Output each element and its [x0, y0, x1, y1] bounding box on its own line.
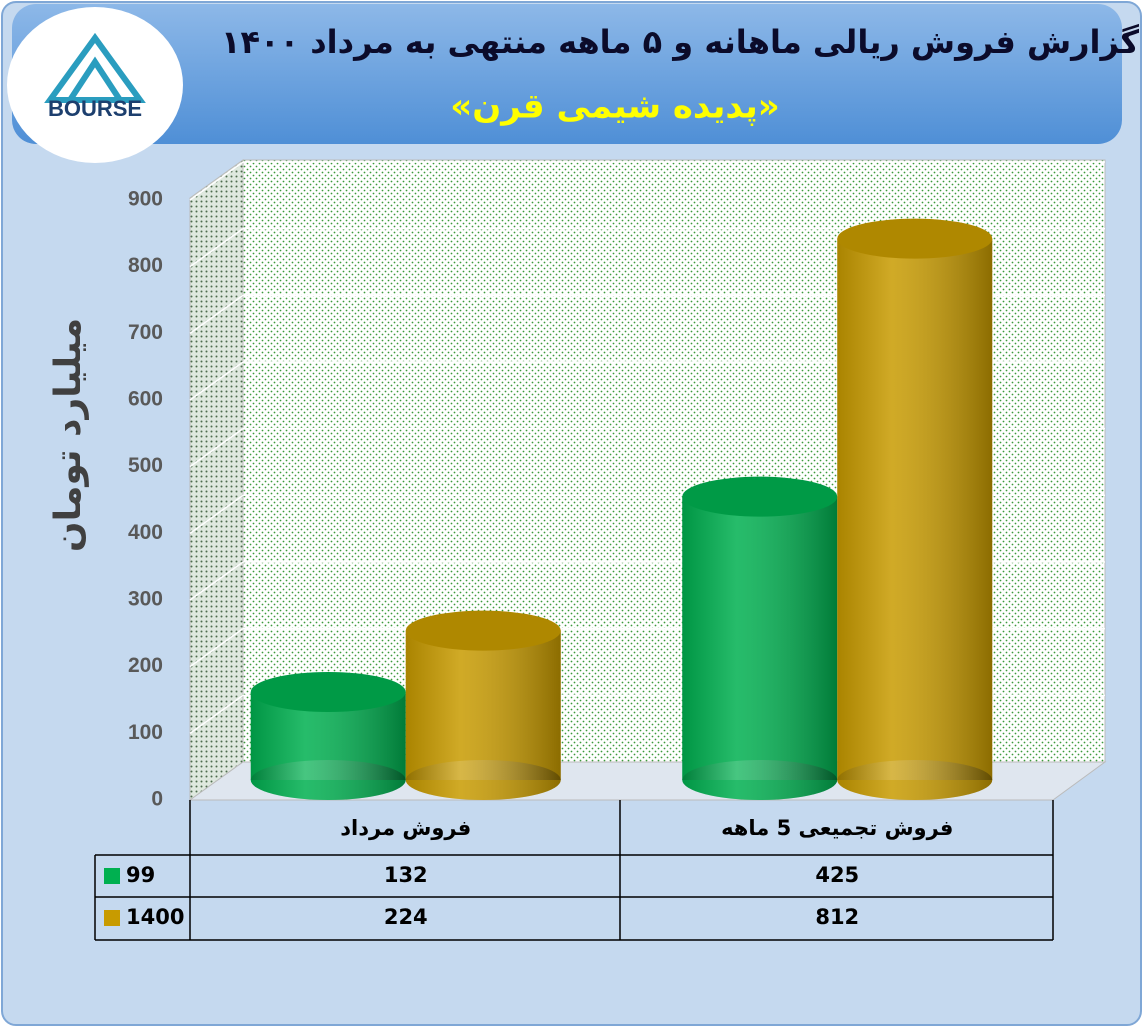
- bar-shade: [837, 238, 993, 780]
- legend-label: 99: [126, 863, 155, 887]
- bar-shade: [682, 476, 838, 517]
- grid-line: [189, 228, 244, 268]
- y-tick-label: 800: [128, 254, 163, 277]
- bar-shade: [250, 760, 406, 800]
- grid-line: [189, 494, 244, 534]
- bar-shade: [250, 672, 406, 712]
- x-tick-label: فروش مرداد: [340, 816, 471, 840]
- chart-subtitle: «پدیده شیمی قرن»: [450, 87, 779, 127]
- cylinder: [682, 476, 838, 800]
- grid-line: [189, 361, 244, 401]
- y-tick-label: 600: [128, 388, 163, 411]
- side-wall: [189, 159, 244, 801]
- cylinder-top: [405, 610, 561, 651]
- grid-line: [189, 628, 244, 668]
- legend-label: 1400: [126, 905, 184, 929]
- table-cell: 425: [815, 863, 859, 887]
- bar-shade: [837, 760, 993, 800]
- chart-title: گزارش فروش ریالی ماهانه و ۵ ماهه منتهی ب…: [221, 23, 1139, 61]
- y-tick-label: 400: [128, 521, 163, 544]
- cylinder-top: [837, 218, 993, 259]
- bar-shade: [682, 760, 838, 800]
- bar-shade: [837, 218, 993, 259]
- grid-line: [189, 428, 244, 468]
- banner: [12, 4, 1122, 144]
- legend-swatch: [104, 910, 120, 926]
- logo-text: BOURSE: [48, 96, 142, 121]
- cylinder-top: [682, 476, 838, 517]
- cylinder: [250, 672, 406, 800]
- grid-line: [189, 294, 244, 334]
- y-axis-label: میلیارد تومان: [48, 318, 89, 552]
- y-tick-label: 200: [128, 654, 163, 677]
- bar-shade: [405, 760, 561, 800]
- y-tick-label: 500: [128, 454, 163, 477]
- y-tick-label: 900: [128, 188, 163, 211]
- bar-shade: [405, 610, 561, 651]
- table-cell: 812: [815, 905, 859, 929]
- x-tick-label: فروش تجمیعی 5 ماهه: [721, 816, 953, 840]
- table-cell: 132: [384, 863, 428, 887]
- y-tick-label: 100: [128, 721, 163, 744]
- grid-line: [189, 694, 244, 734]
- cylinder: [405, 610, 561, 800]
- bar-shade: [405, 630, 561, 780]
- table-cell: 224: [384, 905, 428, 929]
- y-tick-label: 0: [151, 788, 163, 811]
- cylinder-top: [250, 672, 406, 712]
- y-tick-label: 300: [128, 588, 163, 611]
- y-tick-label: 700: [128, 321, 163, 344]
- legend-swatch: [104, 868, 120, 884]
- grid-line: [189, 561, 244, 601]
- bar-shade: [682, 496, 838, 780]
- cylinder: [837, 218, 993, 800]
- logo-badge: [7, 7, 183, 163]
- logo-icon: [44, 32, 146, 103]
- data-table: [94, 800, 1054, 941]
- grid-line: [189, 161, 244, 201]
